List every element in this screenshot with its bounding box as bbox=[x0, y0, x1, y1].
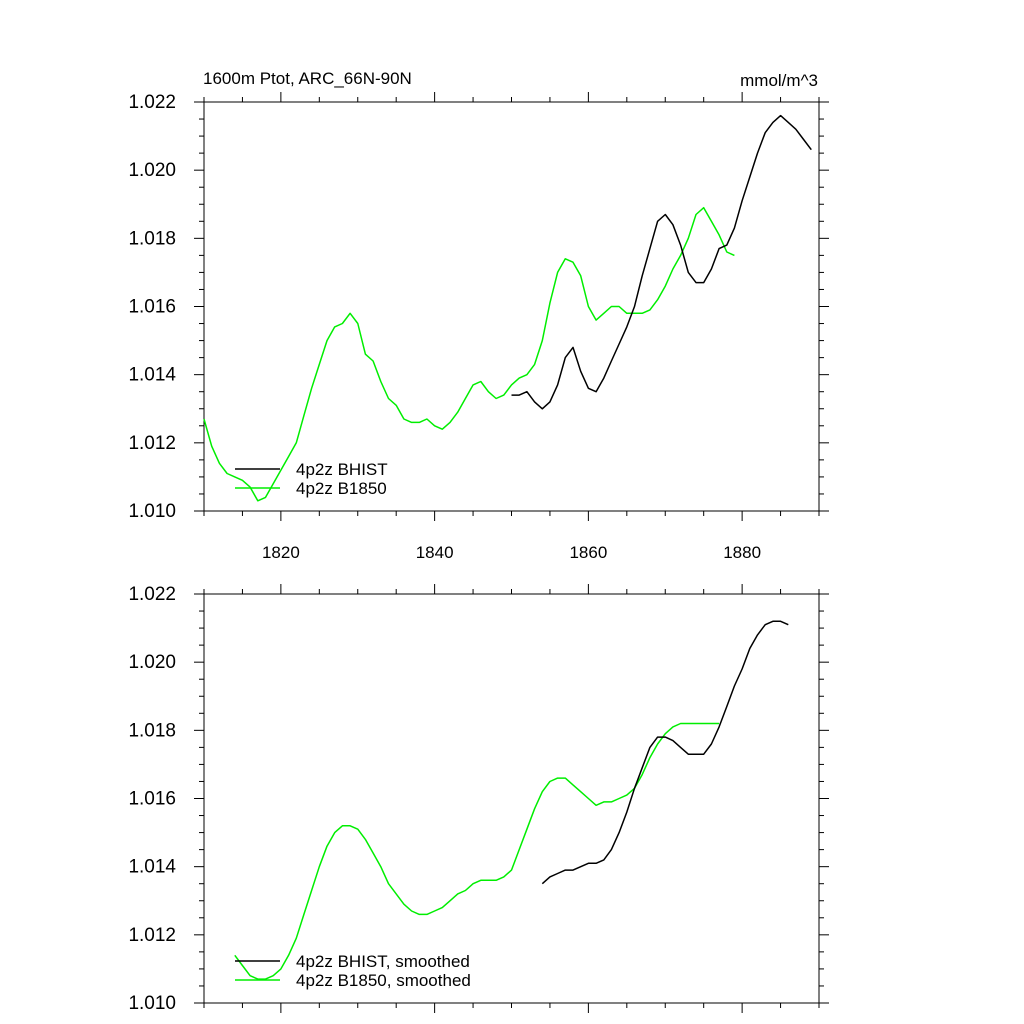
x-tick-label: 1820 bbox=[262, 543, 300, 562]
plot-frame bbox=[203, 593, 820, 1004]
top-panel: 1820 1840 1860 1880 1.010 1.012 1.014 1.016 1.01… bbox=[128, 92, 829, 562]
series-line-bhist bbox=[511, 114, 812, 410]
x-tick-label: 1840 bbox=[416, 543, 454, 562]
x-tick-label: 1860 bbox=[569, 543, 607, 562]
bottom-panel: 1.010 1.012 1.014 1.016 1.018 1.020 1.022 4p2z … bbox=[128, 584, 829, 1014]
x-tick-label: 1880 bbox=[723, 543, 761, 562]
series-line-bhist bbox=[541, 620, 789, 885]
y-tick-label: 1.022 bbox=[128, 584, 176, 605]
chart-title: 1600m Ptot, ARC_66N-90N bbox=[203, 69, 412, 88]
y-tick-label: 1.014 bbox=[128, 857, 176, 878]
y-tick-label: 1.012 bbox=[128, 925, 176, 946]
series-line-b1850 bbox=[234, 722, 720, 980]
y-tick-label: 1.018 bbox=[128, 228, 176, 249]
y-tick-label: 1.010 bbox=[128, 501, 176, 522]
plot-frame bbox=[203, 101, 820, 512]
y-tick-label: 1.020 bbox=[128, 160, 176, 181]
legend-label: 4p2z B1850, smoothed bbox=[296, 971, 471, 990]
y-tick-label: 1.012 bbox=[128, 433, 176, 454]
legend-label: 4p2z BHIST bbox=[296, 460, 388, 479]
legend-label: 4p2z BHIST, smoothed bbox=[296, 952, 470, 971]
legend-label: 4p2z B1850 bbox=[296, 479, 387, 498]
y-tick-label: 1.014 bbox=[128, 365, 176, 386]
y-tick-label: 1.018 bbox=[128, 720, 176, 741]
series-line-b1850 bbox=[203, 206, 735, 502]
y-tick-label: 1.020 bbox=[128, 652, 176, 673]
y-tick-label: 1.016 bbox=[128, 297, 176, 318]
y-tick-label: 1.010 bbox=[128, 993, 176, 1014]
y-tick-label: 1.022 bbox=[128, 92, 176, 113]
units-label: mmol/m^3 bbox=[740, 71, 818, 90]
y-tick-label: 1.016 bbox=[128, 789, 176, 810]
